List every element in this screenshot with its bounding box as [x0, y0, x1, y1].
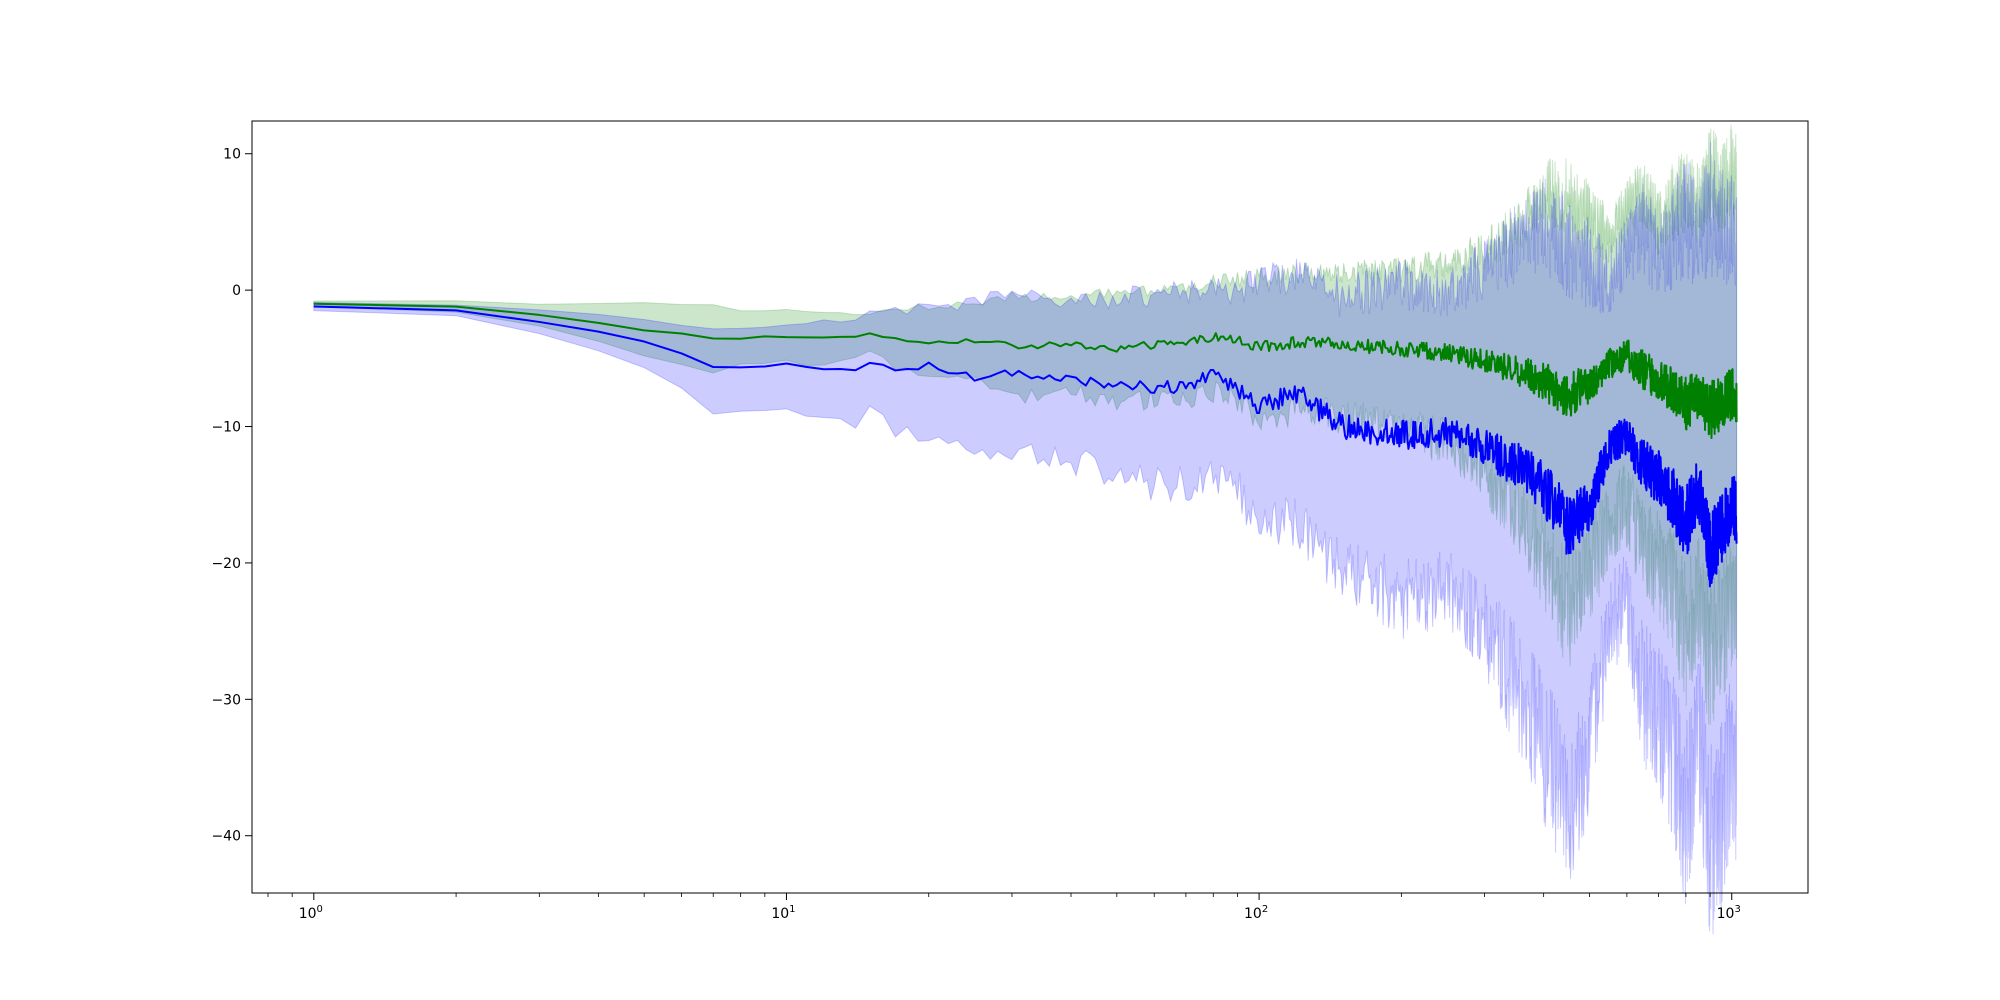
x-tick-label: 101 [771, 904, 795, 922]
series-0-line [313, 302, 1738, 440]
series-1-band [313, 141, 1738, 935]
x-tick-label: 100 [299, 904, 323, 922]
y-tick-label: −20 [211, 556, 241, 572]
series-lines [313, 302, 1738, 588]
y-tick-label: 10 [223, 147, 241, 163]
y-tick-label: −40 [211, 829, 241, 845]
y-tick-label: −30 [211, 692, 241, 708]
plot-frame [251, 120, 1809, 894]
y-axis: 10 0 −10 −20 −30 −40 [211, 147, 252, 845]
y-tick-label: 0 [232, 283, 241, 299]
confidence-bands [313, 124, 1738, 935]
series-1-line [313, 305, 1738, 588]
x-tick-label: 102 [1244, 904, 1268, 922]
y-tick-label: −10 [211, 420, 241, 436]
x-axis: 100 101 102 103 [267, 893, 1741, 922]
x-tick-label: 103 [1717, 904, 1741, 922]
